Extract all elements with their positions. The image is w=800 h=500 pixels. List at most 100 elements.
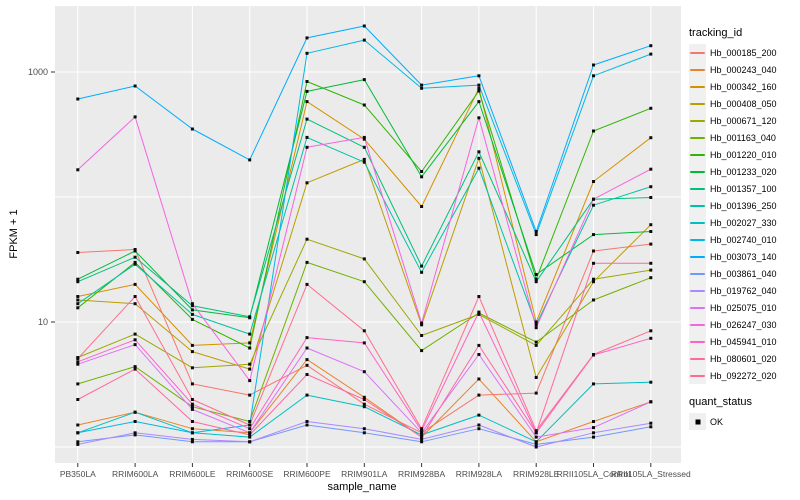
legend-label: Hb_002740_010 — [710, 234, 777, 245]
legend-item-Hb_003073_140: Hb_003073_140 — [689, 248, 799, 265]
series-points-Hb_003073_140 — [76, 24, 653, 233]
legend-item-Hb_001357_100: Hb_001357_100 — [689, 180, 799, 197]
legend-key — [689, 78, 706, 95]
legend-label: Hb_001220_010 — [710, 149, 777, 160]
legend-label: Hb_003861_040 — [710, 268, 777, 279]
legend-label: Hb_080601_020 — [710, 353, 777, 364]
legend-label: Hb_001357_100 — [710, 183, 777, 194]
series-points-Hb_000408_050 — [76, 156, 653, 379]
legend-key-line — [690, 204, 705, 207]
data-points — [76, 24, 653, 449]
legend-label: Hb_003073_140 — [710, 251, 777, 262]
legend-item-Hb_019762_040: Hb_019762_040 — [689, 282, 799, 299]
legend-label: Hb_000408_050 — [710, 98, 777, 109]
legend-items: Hb_000185_200 Hb_000243_040 Hb_000342_160 H… — [689, 44, 799, 384]
legend-label: Hb_001163_040 — [710, 132, 776, 143]
legend-panel: tracking_id Hb_000185_200 Hb_000243_040 Hb… — [689, 27, 799, 430]
legend-key-line — [690, 238, 705, 241]
svg-text:RRII105LA_Control: RRII105LA_Control — [557, 469, 631, 479]
legend-item-Hb_002740_010: Hb_002740_010 — [689, 231, 799, 248]
legend-label: Hb_000342_160 — [710, 81, 777, 92]
legend-item-Hb_000185_200: Hb_000185_200 — [689, 44, 799, 61]
legend-key-line — [690, 340, 705, 343]
series-points-Hb_001220_010 — [76, 80, 653, 350]
legend-item-Hb_001220_010: Hb_001220_010 — [689, 146, 799, 163]
legend-key — [689, 413, 706, 430]
legend-key — [689, 333, 706, 350]
svg-text:RRIM600PE: RRIM600PE — [283, 469, 331, 479]
legend-label: Hb_001233_020 — [710, 166, 777, 177]
legend-label: Hb_019762_040 — [710, 285, 777, 296]
legend-key — [689, 350, 706, 367]
legend-label: Hb_001396_250 — [710, 200, 777, 211]
legend-label: Hb_000671_120 — [710, 115, 777, 126]
legend-key-line — [690, 357, 705, 360]
legend-key — [689, 61, 706, 78]
legend-key — [689, 180, 706, 197]
legend-item-Hb_092272_020: Hb_092272_020 — [689, 367, 799, 384]
svg-text:RRIM928LE: RRIM928LE — [513, 469, 560, 479]
series-points-Hb_003861_040 — [76, 423, 653, 446]
legend-label: Hb_000185_200 — [710, 47, 777, 58]
legend-label: Hb_026247_030 — [710, 319, 777, 330]
x-tick-labels: PB350LA RRIM600LA RRIM600LE RRIM600SE RRIM60… — [60, 469, 691, 479]
ok-point-marker — [695, 419, 700, 424]
legend-item-Hb_001163_040: Hb_001163_040 — [689, 129, 799, 146]
legend-item-Hb_000671_120: Hb_000671_120 — [689, 112, 799, 129]
series-points-Hb_025075_010 — [76, 343, 653, 439]
legend-label: OK — [710, 416, 724, 427]
legend-item-Hb_045941_010: Hb_045941_010 — [689, 333, 799, 350]
svg-text:RRIM600LA: RRIM600LA — [112, 469, 159, 479]
y-tick-labels: 10 1000 — [28, 67, 48, 327]
legend-key-line — [690, 374, 705, 377]
svg-text:PB350LA: PB350LA — [60, 469, 96, 479]
svg-text:RRIM928LA: RRIM928LA — [456, 469, 503, 479]
legend-key-line — [690, 85, 705, 88]
legend-label: Hb_000243_040 — [710, 64, 777, 75]
legend-key — [689, 231, 706, 248]
legend-key — [689, 129, 706, 146]
legend-key — [689, 316, 706, 333]
legend-key — [689, 214, 706, 231]
legend-item-Hb_001396_250: Hb_001396_250 — [689, 197, 799, 214]
legend-key — [689, 282, 706, 299]
legend-item-Hb_025075_010: Hb_025075_010 — [689, 299, 799, 316]
legend-key-line — [690, 51, 705, 54]
series-points-Hb_080601_020 — [76, 261, 653, 439]
legend-item-ok: OK — [689, 413, 799, 430]
legend-key — [689, 95, 706, 112]
legend-key — [689, 44, 706, 61]
legend-key-line — [690, 153, 705, 156]
svg-text:RRIM600LE: RRIM600LE — [169, 469, 216, 479]
legend-item-Hb_003861_040: Hb_003861_040 — [689, 265, 799, 282]
legend-quant-status-block: quant_status OK — [689, 396, 799, 430]
svg-text:1000: 1000 — [28, 67, 48, 77]
legend-key-line — [690, 170, 705, 173]
legend-key-line — [690, 187, 705, 190]
legend-item-Hb_080601_020: Hb_080601_020 — [689, 350, 799, 367]
legend-key-line — [690, 221, 705, 224]
legend-item-Hb_001233_020: Hb_001233_020 — [689, 163, 799, 180]
svg-text:RRIM928BA: RRIM928BA — [398, 469, 446, 479]
y-axis-title: FPKM + 1 — [8, 209, 20, 259]
x-axis-title: sample_name — [327, 481, 397, 493]
legend-key — [689, 367, 706, 384]
legend-key-line — [690, 102, 705, 105]
svg-text:10: 10 — [38, 317, 48, 327]
legend-key — [689, 248, 706, 265]
legend-key-line — [690, 272, 705, 275]
legend-key — [689, 112, 706, 129]
legend-key — [689, 299, 706, 316]
series-points-Hb_019762_040 — [76, 420, 653, 449]
legend-key — [689, 163, 706, 180]
svg-text:RRIM600SE: RRIM600SE — [226, 469, 274, 479]
legend-item-Hb_000408_050: Hb_000408_050 — [689, 95, 799, 112]
series-points-Hb_026247_030 — [76, 115, 653, 383]
legend-title-tracking-id: tracking_id — [689, 27, 743, 39]
legend-label: Hb_045941_010 — [710, 336, 777, 347]
legend-key-line — [690, 68, 705, 71]
legend-key-line — [690, 136, 705, 139]
svg-text:RRII105LA_Stressed: RRII105LA_Stressed — [611, 469, 691, 479]
legend-item-Hb_026247_030: Hb_026247_030 — [689, 316, 799, 333]
